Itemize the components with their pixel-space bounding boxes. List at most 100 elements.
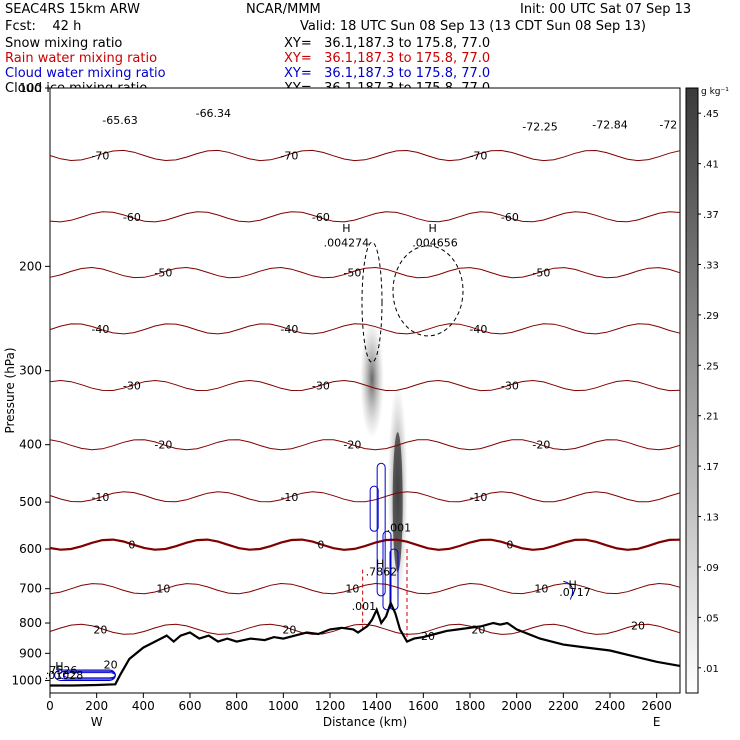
isotherm-label: -10 <box>280 491 298 504</box>
shading-blob <box>360 319 384 440</box>
y-axis-label: Pressure (hPa) <box>3 347 17 433</box>
topography-line <box>50 600 681 687</box>
isotherm-label: 0 <box>128 539 135 552</box>
x-tick-label: 2200 <box>548 699 579 713</box>
cloud-ice-contour <box>392 245 464 337</box>
isotherm-label: 0 <box>506 539 513 552</box>
isotherm-line <box>49 266 681 279</box>
colorbar-tick-label: .01 <box>703 664 719 675</box>
cloud-water-contour <box>563 580 574 600</box>
isotherm-label: -70 <box>280 150 298 163</box>
contour-annotation: .01028 <box>45 669 84 682</box>
x-tick-label: 1600 <box>408 699 439 713</box>
init-time: Init: 00 UTC Sat 07 Sep 13 <box>520 2 692 17</box>
contour-annotation: -66.34 <box>196 107 231 120</box>
x-tick-label: 2400 <box>595 699 626 713</box>
isotherm-label: -10 <box>469 491 487 504</box>
isotherm-label: 20 <box>282 623 296 636</box>
x-tick-label: 1200 <box>315 699 346 713</box>
model-title: SEAC4RS 15km ARW <box>5 2 141 17</box>
cloud-ice-contour <box>361 241 383 363</box>
colorbar: .01 .05 .09 .13 .17 .21 .25 .29 .33 .37 .41 .45 g kg… <box>685 87 729 694</box>
x-tick-label: 2000 <box>501 699 532 713</box>
field-xy-snow: XY= 36.1,187.3 to 175.8, 77.0 <box>284 36 491 51</box>
colorbar-bar <box>685 87 699 694</box>
isotherm-label: -60 <box>312 211 330 224</box>
contour-annotation: .001 <box>387 521 412 534</box>
cloud-water-contour <box>382 530 392 611</box>
contour-annotation: 20 <box>631 619 645 632</box>
contour-annotation: H <box>376 558 384 571</box>
isotherm-line <box>49 582 681 595</box>
y-tick-label: 200 <box>19 259 42 273</box>
x-tick-label: 400 <box>132 699 155 713</box>
shading-core <box>392 432 403 573</box>
cloud-water-contour <box>376 462 386 597</box>
isotherm-line <box>49 623 681 635</box>
isotherm-label: -70 <box>91 150 109 163</box>
colorbar-tick-label: .41 <box>703 160 719 171</box>
plot-area: -70 -70 -70 -60 -60 -60 -50 -50 -50 -40 -40 -40 -30 -… <box>45 87 681 694</box>
y-tick-label: 900 <box>19 646 42 660</box>
contour-annotation: H <box>342 222 350 235</box>
x-tick-label: 1000 <box>268 699 299 713</box>
y-tick-label: 600 <box>19 542 42 556</box>
axes: 0 200 400 600 800 1000 1200 1400 1600 1800 2000 220… <box>3 81 672 729</box>
colorbar-tick-label: .09 <box>703 563 719 574</box>
isotherm-label: -40 <box>469 323 487 336</box>
field-label-rain: Rain water mixing ratio <box>5 51 158 66</box>
isotherm-label: -40 <box>280 323 298 336</box>
x-tick-label: 1800 <box>455 699 486 713</box>
contour-annotation: -72 <box>659 118 677 131</box>
isotherm-label: -70 <box>469 150 487 163</box>
colorbar-tick-label: .29 <box>703 311 719 322</box>
colorbar-tick-label: .21 <box>703 412 719 423</box>
isotherm-label: 0 <box>317 539 324 552</box>
contour-annotation: -65.63 <box>102 114 137 127</box>
isotherm-line <box>49 491 681 503</box>
isotherm-label: -20 <box>343 439 361 452</box>
contour-annotation: .0717 <box>559 586 591 599</box>
y-tick-label: 700 <box>19 582 42 596</box>
isotherm-label: -30 <box>312 380 330 393</box>
x-end-label-east: E <box>653 715 661 729</box>
x-tick-label: 200 <box>85 699 108 713</box>
colorbar-tick-label: .17 <box>703 462 719 473</box>
isotherm-line <box>49 149 681 162</box>
isotherm-line <box>49 379 681 392</box>
isotherm-label: -40 <box>91 323 109 336</box>
cloud-water-contour <box>369 485 379 532</box>
x-tick-label: 1400 <box>361 699 392 713</box>
center-name: NCAR/MMM <box>246 2 321 17</box>
colorbar-unit: g kg⁻¹ <box>701 87 729 97</box>
isotherm-label: 20 <box>93 623 107 636</box>
colorbar-tick-label: .45 <box>703 109 719 120</box>
contour-annotation: H <box>569 579 577 592</box>
x-tick-label: 600 <box>179 699 202 713</box>
y-tick-label: 1000 <box>11 673 42 687</box>
contour-annotation: H <box>429 222 437 235</box>
field-xy-cloud-water: XY= 36.1,187.3 to 175.8, 77.0 <box>284 66 491 81</box>
isotherm-line <box>49 323 681 335</box>
y-tick-label: 800 <box>19 616 42 630</box>
y-tick-label: 400 <box>19 438 42 452</box>
x-tick-label: 0 <box>46 699 54 713</box>
isotherm-label: -30 <box>501 380 519 393</box>
y-tick-label: 300 <box>19 364 42 378</box>
colorbar-tick-label: .05 <box>703 613 719 624</box>
isotherm-label: -60 <box>123 211 141 224</box>
x-tick-label: 2600 <box>641 699 672 713</box>
colorbar-tick-label: .33 <box>703 260 719 271</box>
contour-annotation: 20 <box>104 659 118 672</box>
field-label-cloud-water: Cloud water mixing ratio <box>5 66 166 81</box>
isotherm-line <box>49 538 681 551</box>
isotherm-label: 10 <box>534 583 548 596</box>
x-axis-label: Distance (km) <box>323 715 407 729</box>
isotherm-label: -30 <box>123 380 141 393</box>
isotherm-label: -60 <box>501 211 519 224</box>
isotherm-label: -10 <box>91 491 109 504</box>
contour-annotation: -72.25 <box>522 121 557 134</box>
isotherm-line <box>49 211 681 223</box>
contour-annotation: H <box>55 660 63 673</box>
